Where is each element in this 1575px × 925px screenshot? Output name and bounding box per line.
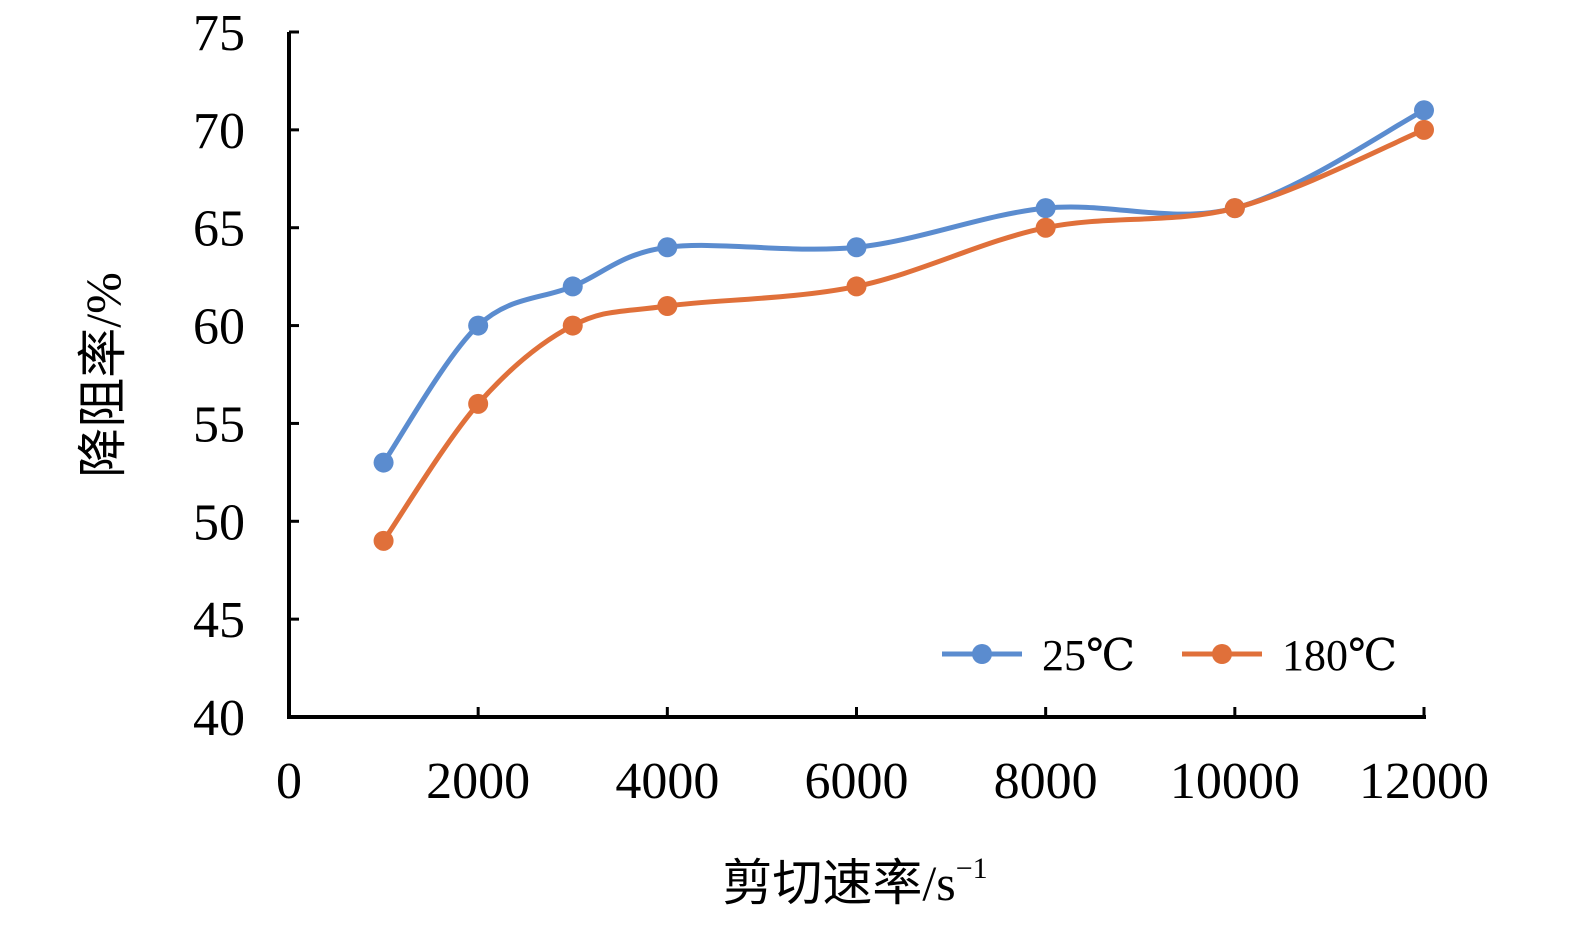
y-tick-label: 50: [193, 494, 245, 551]
data-point: [1224, 198, 1245, 219]
x-axis-ticks: 0 2000 4000 6000 8000 10000 12000: [276, 707, 1489, 810]
legend-swatch-marker: [1212, 644, 1232, 664]
series-line: [381, 127, 1427, 544]
legend-swatch-marker: [972, 644, 992, 664]
data-point: [468, 315, 489, 336]
data-point: [373, 452, 394, 473]
legend-label: 180℃: [1282, 631, 1397, 680]
legend-item: 25℃: [942, 631, 1135, 680]
x-tick-label: 4000: [615, 753, 719, 810]
data-point: [1035, 217, 1056, 238]
y-axis-ticks: 40 45 50 55 60 65 70 75: [193, 5, 299, 747]
y-tick-label: 70: [193, 103, 245, 160]
x-axis-title: 剪切速率/s−1: [722, 852, 987, 911]
data-point: [1414, 100, 1434, 121]
data-point: [657, 296, 678, 316]
data-point: [468, 393, 489, 414]
x-axis-title-superscript: −1: [956, 852, 988, 885]
x-tick-label: 12000: [1359, 753, 1489, 810]
data-point: [1414, 119, 1434, 140]
y-tick-label: 45: [193, 592, 245, 649]
y-tick-label: 60: [193, 299, 245, 356]
data-point: [562, 315, 583, 336]
legend: 25℃ 180℃: [942, 631, 1397, 680]
x-tick-label: 10000: [1170, 753, 1300, 810]
y-tick-label: 75: [193, 5, 245, 62]
y-tick-label: 40: [193, 690, 245, 747]
data-point: [657, 237, 678, 258]
legend-label: 25℃: [1042, 631, 1135, 680]
x-tick-label: 8000: [994, 753, 1098, 810]
data-point: [846, 237, 867, 258]
y-tick-label: 65: [193, 201, 245, 258]
data-point: [562, 276, 583, 297]
axes: [287, 32, 1426, 719]
series-line: [381, 107, 1427, 466]
x-tick-label: 0: [276, 753, 302, 810]
y-tick-label: 55: [193, 396, 245, 453]
series-layer: [373, 100, 1434, 551]
data-point: [373, 530, 394, 551]
series-1: [373, 100, 1434, 473]
x-tick-label: 2000: [426, 753, 530, 810]
x-axis-title-text: 剪切速率/s: [722, 855, 955, 911]
data-point: [846, 276, 867, 297]
y-axis-title: 降阻率/%: [75, 272, 131, 478]
data-point: [1035, 198, 1056, 219]
series-2: [373, 119, 1434, 551]
legend-item: 180℃: [1182, 631, 1397, 680]
x-tick-label: 6000: [805, 753, 909, 810]
